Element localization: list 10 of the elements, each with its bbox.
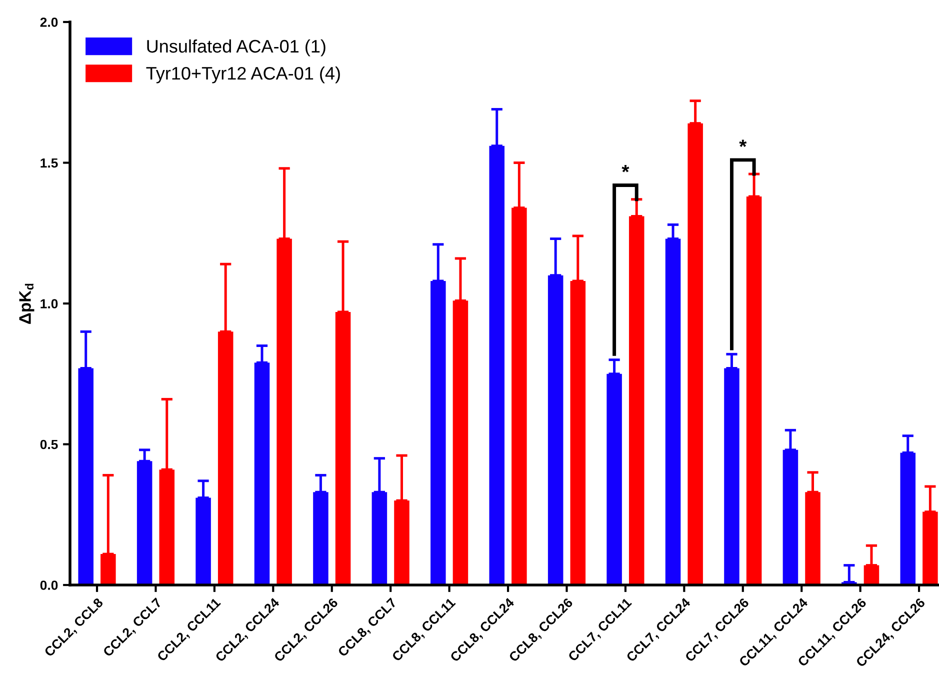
y-tick-label: 0.5 (40, 440, 58, 450)
annotation: * (739, 140, 747, 147)
y-tick-label: 2.0 (40, 18, 58, 27)
legend-label: Unsulfated ACA-01 (1) (147, 39, 326, 56)
y-tick-label: 1.0 (40, 299, 58, 308)
y-tick-label: 1.5 (40, 158, 58, 168)
legend-label: Tyr10+Tyr12 ACA-01 (4) (146, 66, 340, 84)
y-axis-title: ΔpK$_{d}$ (19, 284, 34, 324)
annotation: * (622, 165, 630, 172)
y-tick-label: 0.0 (40, 580, 58, 590)
